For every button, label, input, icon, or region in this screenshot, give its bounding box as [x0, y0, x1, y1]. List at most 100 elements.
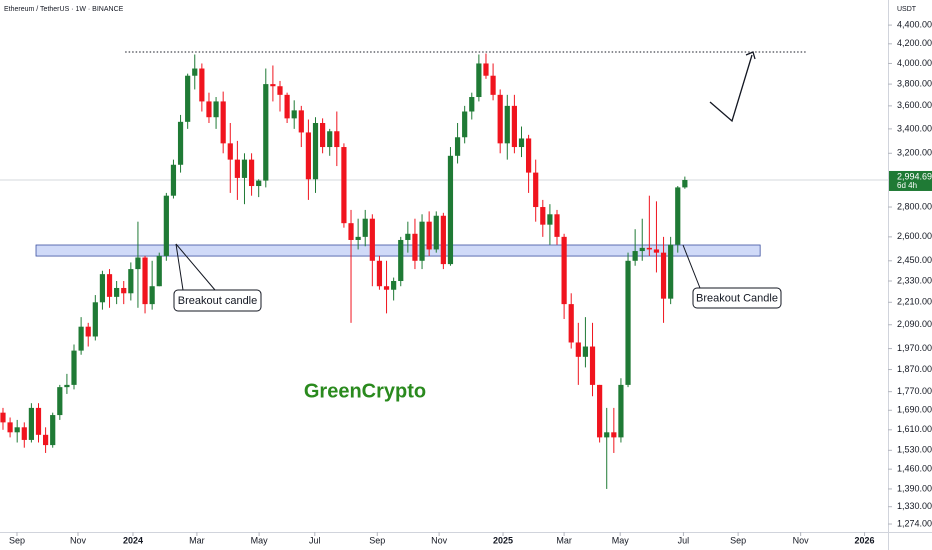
x-tick-label: Jul — [678, 535, 690, 545]
candle-body — [241, 159, 248, 178]
candle-body — [78, 326, 84, 351]
candle-body — [248, 159, 255, 187]
candle-body — [206, 101, 212, 118]
candle-body — [213, 101, 219, 118]
candle-body — [675, 187, 681, 245]
candle-body — [419, 221, 425, 261]
candle-body — [426, 221, 432, 250]
candle-body — [462, 111, 468, 138]
candle-body — [277, 86, 283, 95]
candle-body — [284, 94, 290, 119]
candle-body — [256, 180, 262, 187]
candle-body — [398, 239, 404, 282]
y-tick-label: 1,610.00 — [897, 424, 932, 434]
candle-body — [234, 159, 240, 178]
candle-body — [660, 252, 667, 299]
candle-body — [135, 257, 141, 270]
watermark: GreenCrypto — [304, 380, 426, 402]
x-tick-label: Nov — [431, 535, 448, 545]
candle-body — [220, 101, 226, 144]
candle-body — [14, 427, 20, 433]
candle-body — [298, 110, 304, 133]
y-tick-label: 2,090.00 — [897, 319, 932, 329]
projection-arrow — [709, 54, 753, 123]
x-tick-label: Nov — [793, 535, 810, 545]
y-tick-label: 4,200.00 — [897, 38, 932, 48]
candle-body — [568, 304, 574, 343]
candle-body — [497, 94, 503, 144]
candle-body — [121, 287, 127, 294]
callout-text: Breakout Candle — [696, 292, 778, 304]
callout-line — [682, 244, 701, 289]
candle-body — [114, 287, 120, 297]
candle-body — [604, 432, 610, 438]
x-tick-label: Sep — [730, 535, 746, 545]
candle-body — [454, 137, 461, 156]
y-tick-label: 1,460.00 — [897, 464, 932, 474]
candle-body — [149, 286, 155, 305]
y-tick-label: 1,274.00 — [897, 518, 932, 528]
candle-body — [64, 384, 70, 388]
callout-line — [175, 243, 184, 291]
candle-body — [305, 132, 312, 180]
candle-body — [128, 269, 134, 294]
y-tick-label: 1,530.00 — [897, 445, 932, 455]
candle-body — [504, 105, 510, 144]
candle-body — [639, 247, 645, 252]
candle-body — [490, 75, 496, 95]
x-tick-label: Nov — [70, 535, 87, 545]
candle-body — [263, 84, 269, 181]
y-tick-label: 1,970.00 — [897, 343, 932, 353]
candle-body — [227, 143, 233, 160]
candle-body — [291, 110, 297, 119]
candle-body — [170, 164, 177, 196]
candle-body — [582, 346, 589, 357]
y-tick-label: 3,200.00 — [897, 148, 932, 158]
candle-body — [142, 257, 148, 305]
candle-body — [35, 407, 42, 435]
candle-body — [668, 244, 674, 299]
callout-text: Breakout candle — [178, 295, 258, 307]
arrow-head — [745, 51, 756, 60]
y-tick-label: 2,450.00 — [897, 255, 932, 265]
candle-body — [334, 131, 340, 148]
x-tick-label: Mar — [189, 535, 205, 545]
y-tick-label: 2,210.00 — [897, 297, 932, 307]
candle-body — [433, 215, 439, 250]
candle-body — [99, 274, 106, 303]
candle-body — [85, 326, 91, 337]
y-tick-label: 1,870.00 — [897, 364, 932, 374]
candle-body — [28, 407, 34, 440]
candle-body — [362, 218, 368, 237]
candle-body — [518, 138, 525, 148]
candle-body — [0, 412, 6, 423]
candle-body — [682, 179, 688, 188]
x-tick-label: Mar — [556, 535, 572, 545]
candle-body — [632, 251, 638, 261]
y-tick-label: 4,400.00 — [897, 19, 932, 29]
y-tick-label: 2,600.00 — [897, 231, 932, 241]
candle-body — [7, 422, 13, 433]
candle-body — [547, 214, 553, 225]
candle-body — [369, 218, 375, 261]
candle-body — [383, 286, 390, 290]
last-price-tag — [889, 170, 932, 191]
x-tick-label: 2024 — [123, 535, 143, 545]
candle-body — [618, 384, 624, 438]
x-tick-label: May — [612, 535, 630, 545]
candle-body — [21, 427, 27, 440]
candle-body — [185, 75, 191, 122]
y-tick-label: 3,800.00 — [897, 78, 932, 88]
callout-box — [173, 289, 262, 312]
candle-body — [476, 63, 482, 98]
last-price-label: 2,994.69 — [897, 171, 932, 181]
candle-body — [554, 214, 560, 237]
candle-body — [312, 123, 319, 180]
candle-body — [320, 123, 326, 148]
candle-body — [575, 342, 581, 357]
axis-unit: USDT — [897, 6, 917, 13]
candle-body — [540, 207, 546, 225]
candle-body — [192, 68, 198, 76]
candle-body — [156, 255, 162, 287]
